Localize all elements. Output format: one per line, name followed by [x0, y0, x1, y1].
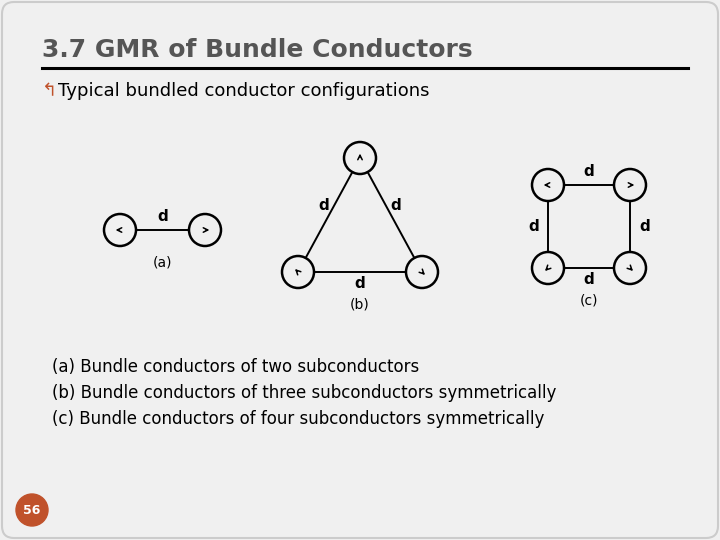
Text: d: d [584, 272, 595, 287]
Text: d: d [318, 198, 329, 213]
Text: d: d [528, 219, 539, 234]
Text: (c): (c) [580, 294, 598, 308]
Text: 3.7 GMR of Bundle Conductors: 3.7 GMR of Bundle Conductors [42, 38, 472, 62]
Text: (a) Bundle conductors of two subconductors: (a) Bundle conductors of two subconducto… [52, 358, 419, 376]
Text: d: d [639, 219, 649, 234]
Text: d: d [584, 164, 595, 179]
Text: (c) Bundle conductors of four subconductors symmetrically: (c) Bundle conductors of four subconduct… [52, 410, 544, 428]
Text: d: d [391, 198, 402, 213]
Text: Typical bundled conductor configurations: Typical bundled conductor configurations [58, 82, 430, 100]
Text: (a): (a) [153, 256, 172, 270]
Text: ↰: ↰ [42, 82, 57, 100]
Text: (b) Bundle conductors of three subconductors symmetrically: (b) Bundle conductors of three subconduc… [52, 384, 557, 402]
Text: d: d [355, 276, 365, 291]
Circle shape [16, 494, 48, 526]
Text: d: d [157, 209, 168, 224]
Text: 56: 56 [23, 503, 41, 516]
Text: (b): (b) [350, 298, 370, 312]
